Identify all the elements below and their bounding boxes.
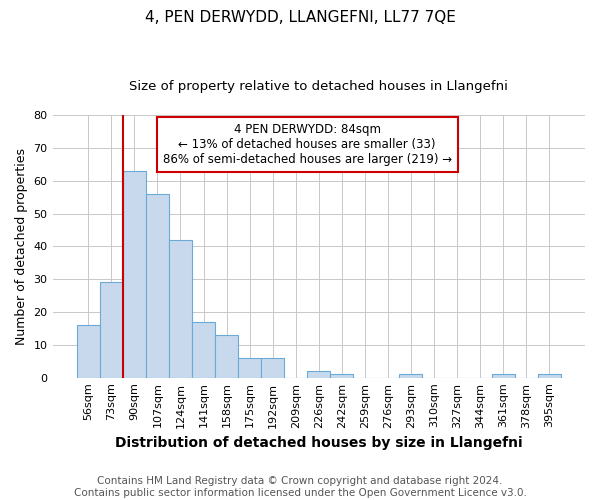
X-axis label: Distribution of detached houses by size in Llangefni: Distribution of detached houses by size … [115, 436, 523, 450]
Bar [77, 325, 100, 378]
Bar [100, 282, 123, 378]
Bar [146, 194, 169, 378]
Y-axis label: Number of detached properties: Number of detached properties [15, 148, 28, 345]
Title: Size of property relative to detached houses in Llangefni: Size of property relative to detached ho… [130, 80, 508, 93]
Bar [307, 371, 330, 378]
Bar [169, 240, 192, 378]
Bar [123, 171, 146, 378]
Bar [215, 335, 238, 378]
Bar [261, 358, 284, 378]
Text: 4 PEN DERWYDD: 84sqm
← 13% of detached houses are smaller (33)
86% of semi-detac: 4 PEN DERWYDD: 84sqm ← 13% of detached h… [163, 123, 452, 166]
Bar [538, 374, 561, 378]
Bar [192, 322, 215, 378]
Bar [491, 374, 515, 378]
Bar [400, 374, 422, 378]
Text: 4, PEN DERWYDD, LLANGEFNI, LL77 7QE: 4, PEN DERWYDD, LLANGEFNI, LL77 7QE [145, 10, 455, 25]
Text: Contains HM Land Registry data © Crown copyright and database right 2024.
Contai: Contains HM Land Registry data © Crown c… [74, 476, 526, 498]
Bar [330, 374, 353, 378]
Bar [238, 358, 261, 378]
